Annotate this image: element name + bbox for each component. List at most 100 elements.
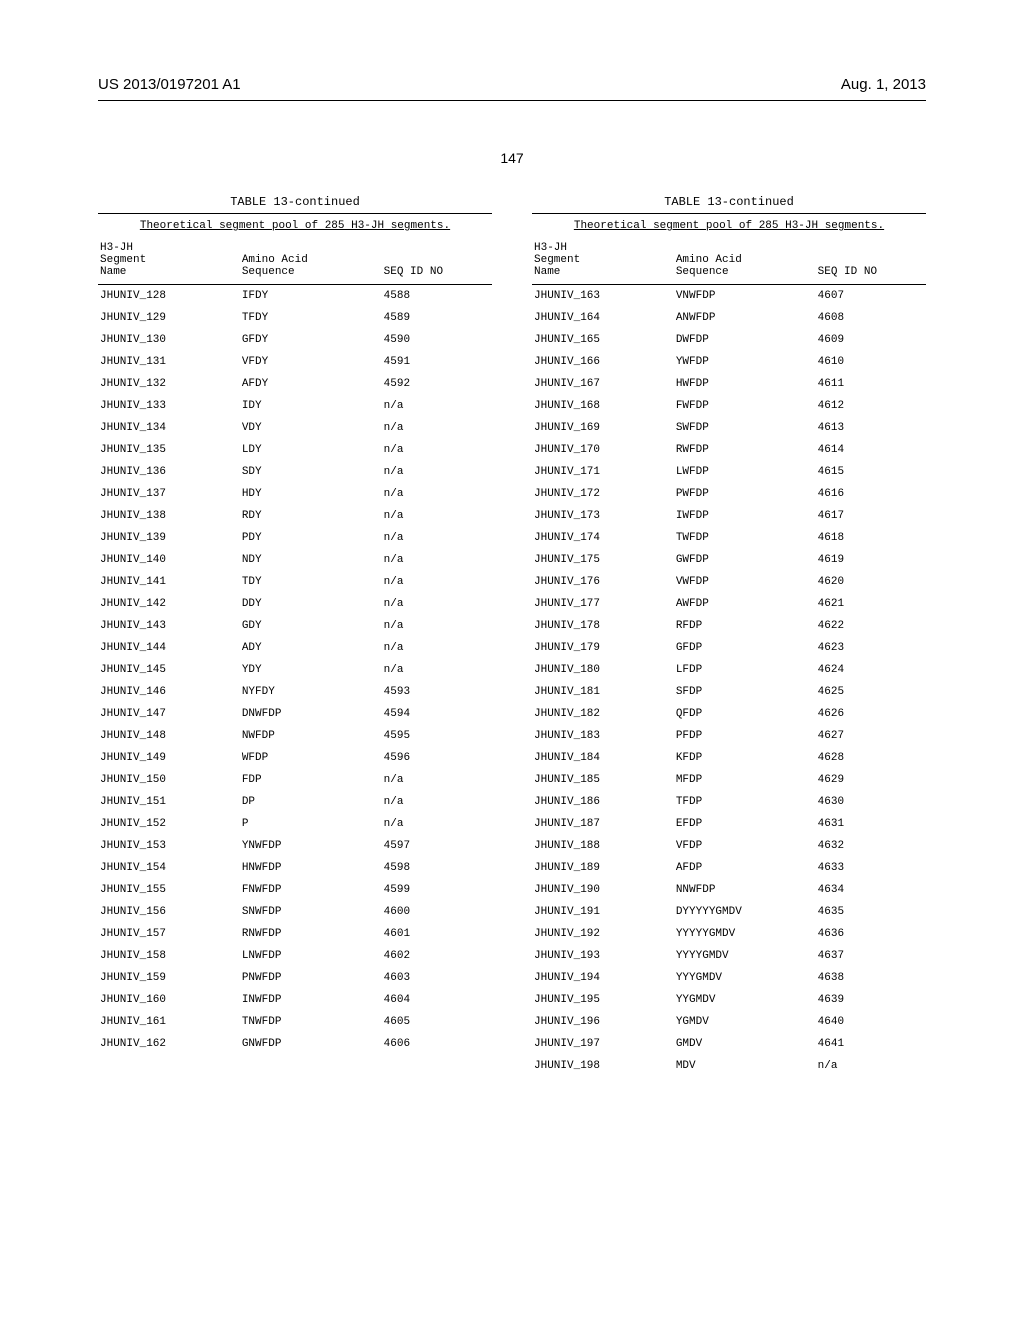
table-cell: IFDY — [240, 285, 382, 308]
table-row: JHUNIV_178RFDP4622 — [532, 615, 926, 637]
table-cell: 4591 — [382, 351, 492, 373]
table-cell: JHUNIV_155 — [98, 879, 240, 901]
table-row: JHUNIV_191DYYYYYGMDV4635 — [532, 901, 926, 923]
table-row: JHUNIV_177AWFDP4621 — [532, 593, 926, 615]
table-row: JHUNIV_157RNWFDP4601 — [98, 923, 492, 945]
table-cell: 4610 — [816, 351, 926, 373]
table-row: JHUNIV_198MDVn/a — [532, 1055, 926, 1077]
table-row: JHUNIV_179GFDP4623 — [532, 637, 926, 659]
table-cell: JHUNIV_178 — [532, 615, 674, 637]
table-cell: EFDP — [674, 813, 816, 835]
table-row: JHUNIV_132AFDY4592 — [98, 373, 492, 395]
table-row: JHUNIV_158LNWFDP4602 — [98, 945, 492, 967]
table-row: JHUNIV_175GWFDP4619 — [532, 549, 926, 571]
table-cell: DDY — [240, 593, 382, 615]
table-cell: JHUNIV_181 — [532, 681, 674, 703]
table-row: JHUNIV_186TFDP4630 — [532, 791, 926, 813]
table-cell: JHUNIV_145 — [98, 659, 240, 681]
table-cell: 4600 — [382, 901, 492, 923]
table-cell: 4601 — [382, 923, 492, 945]
table-row: JHUNIV_151DPn/a — [98, 791, 492, 813]
table-cell: 4629 — [816, 769, 926, 791]
table-row: JHUNIV_181SFDP4625 — [532, 681, 926, 703]
table-cell: JHUNIV_132 — [98, 373, 240, 395]
table-cell: DWFDP — [674, 329, 816, 351]
table-cell: YWFDP — [674, 351, 816, 373]
table-cell: JHUNIV_163 — [532, 285, 674, 308]
table-row: JHUNIV_149WFDP4596 — [98, 747, 492, 769]
table-cell: JHUNIV_146 — [98, 681, 240, 703]
title-rule — [98, 213, 492, 214]
table-cell: 4623 — [816, 637, 926, 659]
table-cell: IWFDP — [674, 505, 816, 527]
table-cell: 4616 — [816, 483, 926, 505]
table-cell: 4627 — [816, 725, 926, 747]
table-title-left: TABLE 13-continued — [98, 195, 492, 213]
table-cell: JHUNIV_195 — [532, 989, 674, 1011]
col-header-id: SEQ ID NO — [382, 238, 492, 285]
table-row: JHUNIV_152Pn/a — [98, 813, 492, 835]
table-cell: P — [240, 813, 382, 835]
table-cell: 4621 — [816, 593, 926, 615]
table-row: JHUNIV_171LWFDP4615 — [532, 461, 926, 483]
table-cell: RDY — [240, 505, 382, 527]
table-cell: 4615 — [816, 461, 926, 483]
table-cell: 4606 — [382, 1033, 492, 1055]
table-cell: 4641 — [816, 1033, 926, 1055]
table-cell: 4612 — [816, 395, 926, 417]
table-cell: FNWFDP — [240, 879, 382, 901]
table-subtitle-right: Theoretical segment pool of 285 H3-JH se… — [532, 216, 926, 238]
table-cell: LWFDP — [674, 461, 816, 483]
table-title-right: TABLE 13-continued — [532, 195, 926, 213]
table-cell: JHUNIV_128 — [98, 285, 240, 308]
table-cell: GWFDP — [674, 549, 816, 571]
table-cell: RNWFDP — [240, 923, 382, 945]
table-row: JHUNIV_141TDYn/a — [98, 571, 492, 593]
table-row: JHUNIV_193YYYYGMDV4637 — [532, 945, 926, 967]
table-cell: 4640 — [816, 1011, 926, 1033]
table-subtitle-left: Theoretical segment pool of 285 H3-JH se… — [98, 216, 492, 238]
table-cell: JHUNIV_166 — [532, 351, 674, 373]
table-cell: 4609 — [816, 329, 926, 351]
table-cell: JHUNIV_190 — [532, 879, 674, 901]
table-row: JHUNIV_196YGMDV4640 — [532, 1011, 926, 1033]
table-row: JHUNIV_170RWFDP4614 — [532, 439, 926, 461]
table-cell: FDP — [240, 769, 382, 791]
table-row: JHUNIV_164ANWFDP4608 — [532, 307, 926, 329]
table-row: JHUNIV_160INWFDP4604 — [98, 989, 492, 1011]
table-row: JHUNIV_183PFDP4627 — [532, 725, 926, 747]
table-cell: VFDP — [674, 835, 816, 857]
table-row: JHUNIV_131VFDY4591 — [98, 351, 492, 373]
table-cell: DP — [240, 791, 382, 813]
table-cell: n/a — [382, 593, 492, 615]
table-cell: JHUNIV_184 — [532, 747, 674, 769]
table-cell: PWFDP — [674, 483, 816, 505]
table-cell: JHUNIV_151 — [98, 791, 240, 813]
table-cell: JHUNIV_129 — [98, 307, 240, 329]
table-cell: JHUNIV_191 — [532, 901, 674, 923]
table-row: JHUNIV_129TFDY4589 — [98, 307, 492, 329]
table-row: JHUNIV_173IWFDP4617 — [532, 505, 926, 527]
table-cell: JHUNIV_192 — [532, 923, 674, 945]
table-cell: GFDP — [674, 637, 816, 659]
table-row: JHUNIV_135LDYn/a — [98, 439, 492, 461]
table-row: JHUNIV_146NYFDY4593 — [98, 681, 492, 703]
table-cell: AFDP — [674, 857, 816, 879]
table-cell: JHUNIV_156 — [98, 901, 240, 923]
table-cell: PFDP — [674, 725, 816, 747]
table-cell: n/a — [382, 439, 492, 461]
table-cell: JHUNIV_194 — [532, 967, 674, 989]
table-cell: 4608 — [816, 307, 926, 329]
table-cell: n/a — [382, 813, 492, 835]
table-cell: JHUNIV_187 — [532, 813, 674, 835]
table-row: JHUNIV_147DNWFDP4594 — [98, 703, 492, 725]
table-cell: 4634 — [816, 879, 926, 901]
table-cell: JHUNIV_185 — [532, 769, 674, 791]
table-cell: n/a — [382, 637, 492, 659]
table-row: JHUNIV_190NNWFDP4634 — [532, 879, 926, 901]
table-row: JHUNIV_161TNWFDP4605 — [98, 1011, 492, 1033]
table-cell: 4602 — [382, 945, 492, 967]
table-cell: MDV — [674, 1055, 816, 1077]
table-row: JHUNIV_150FDPn/a — [98, 769, 492, 791]
table-cell: n/a — [382, 483, 492, 505]
